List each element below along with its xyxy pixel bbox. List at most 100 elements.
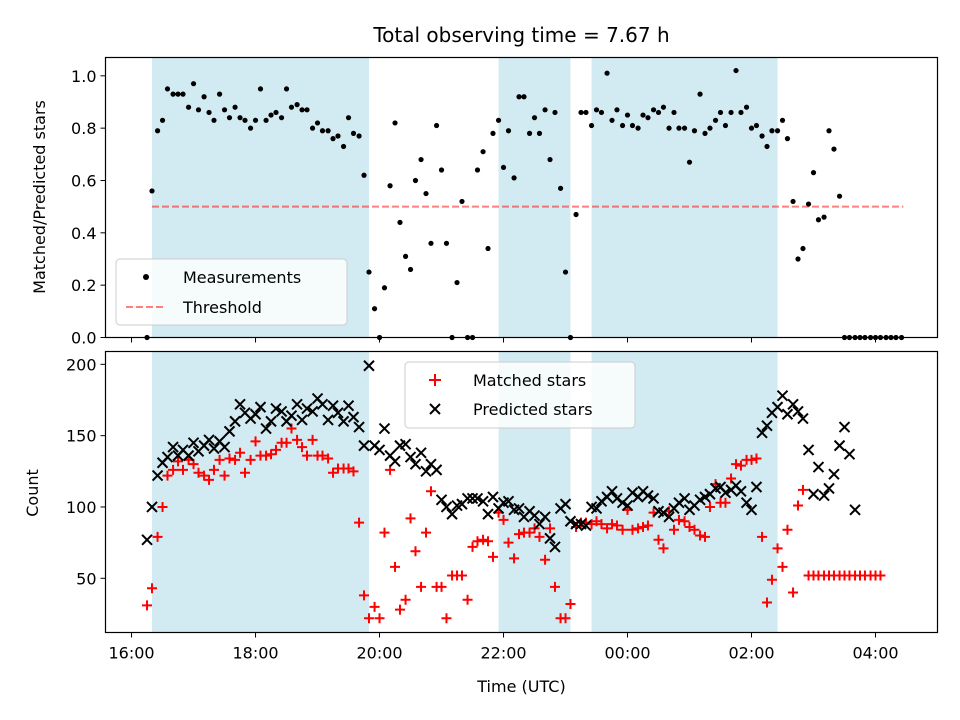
measurement-point	[283, 86, 290, 92]
top-x-ticks	[131, 337, 877, 343]
matched-star-point	[374, 613, 385, 624]
measurement-point	[221, 107, 228, 113]
predicted-star-point	[466, 492, 479, 505]
measurement-point	[743, 104, 750, 110]
measurement-point	[216, 91, 223, 97]
measurement-point	[345, 115, 352, 121]
predicted-star-point	[363, 360, 375, 372]
predicted-star-point	[270, 402, 282, 415]
predicted-star-point	[544, 532, 556, 545]
predicted-star-point	[187, 437, 200, 449]
matched-star-point	[214, 454, 225, 465]
measurement-point	[836, 193, 843, 199]
predicted-star-point	[781, 408, 794, 420]
measurement-point	[438, 167, 445, 173]
matched-star-point	[746, 454, 757, 465]
measurement-point	[242, 117, 248, 123]
x-tick-label: 20:00	[356, 644, 402, 663]
measurement-point	[180, 91, 186, 97]
matched-star-point	[405, 513, 416, 524]
bottom-panel: 50 100 150 200 16:00 18:00 20:00 22:00 00:00 02:…	[23, 352, 939, 696]
matched-star-point	[323, 453, 334, 464]
measurement-point	[190, 81, 197, 87]
predicted-star-point	[849, 504, 861, 516]
matched-star-point	[441, 613, 452, 624]
matched-star-point	[875, 570, 886, 581]
measurement-point	[826, 128, 832, 134]
measurement-point	[387, 183, 393, 189]
top-plot-frame	[104, 56, 939, 339]
top-y-tick-label: 0.8	[71, 119, 96, 138]
matched-star-point	[793, 500, 804, 511]
measurement-point	[335, 133, 341, 139]
measurement-point	[759, 133, 765, 139]
measurement-point	[288, 104, 295, 110]
measurement-point	[159, 117, 166, 123]
predicted-star-point	[502, 495, 515, 507]
matched-star-point	[658, 543, 669, 554]
measurement-point	[526, 130, 533, 136]
matched-star-point	[235, 447, 246, 458]
measurement-point	[350, 130, 357, 136]
measurement-point	[635, 125, 641, 131]
matched-star-point	[766, 574, 777, 585]
measurement-point	[676, 125, 682, 131]
matched-star-point	[540, 554, 551, 565]
measurement-point	[573, 211, 579, 218]
matched-star-point	[673, 514, 684, 525]
measurement-point	[201, 94, 207, 100]
predicted-star-point	[606, 485, 618, 497]
measurement-point	[800, 245, 806, 252]
measurement-point	[697, 91, 703, 97]
predicted-star-point	[647, 492, 660, 505]
measurement-point	[557, 185, 564, 191]
x-tick-label: 00:00	[604, 644, 650, 663]
predicted-star-point	[223, 425, 236, 438]
measurement-point	[655, 109, 662, 116]
measurement-point	[330, 136, 336, 142]
top-panel: 0.0 0.2 0.4 0.6 0.8 1.0 Matched/Predicted sta…	[30, 56, 939, 348]
measurement-point	[588, 122, 595, 129]
predicted-star-point	[528, 509, 541, 522]
predicted-star-point	[564, 515, 577, 527]
predicted-star-point	[719, 487, 732, 499]
measurement-point	[521, 94, 527, 100]
measurement-point	[459, 198, 465, 205]
measurement-point	[578, 109, 584, 116]
predicted-star-point	[430, 464, 443, 476]
matched-star-point	[462, 594, 473, 605]
matched-star-point	[534, 531, 545, 542]
matched-star-point	[230, 454, 241, 465]
top-legend-box	[115, 258, 348, 326]
predicted-star-point	[182, 449, 195, 462]
predicted-star-point	[818, 489, 830, 502]
x-tick-label: 22:00	[480, 644, 526, 663]
matched-star-point	[416, 581, 427, 592]
predicted-star-point	[446, 508, 458, 520]
measurement-point	[691, 128, 698, 134]
matched-star-point	[359, 590, 370, 601]
matched-star-point	[611, 520, 622, 531]
matched-star-point	[270, 444, 281, 455]
measurement-point	[443, 240, 450, 246]
matched-star-point	[549, 581, 560, 592]
predicted-star-point	[399, 438, 412, 450]
predicted-star-point	[327, 399, 339, 412]
matched-star-point	[292, 434, 303, 445]
measurement-point	[562, 269, 569, 275]
matched-star-point	[700, 531, 711, 542]
measurement-point	[650, 107, 657, 113]
matched-star-point	[152, 531, 163, 542]
measurement-point	[583, 109, 589, 116]
matched-star-point	[509, 553, 520, 564]
measurement-point	[397, 219, 403, 225]
measurement-point	[433, 122, 440, 129]
predicted-star-point	[306, 405, 319, 418]
predicted-star-point	[373, 444, 386, 456]
top-observing-windows	[151, 57, 778, 338]
matched-star-point	[245, 454, 256, 465]
matched-star-point	[560, 613, 571, 624]
predicted-star-point	[254, 401, 267, 413]
predicted-star-point	[776, 390, 789, 402]
measurement-point	[547, 156, 553, 163]
